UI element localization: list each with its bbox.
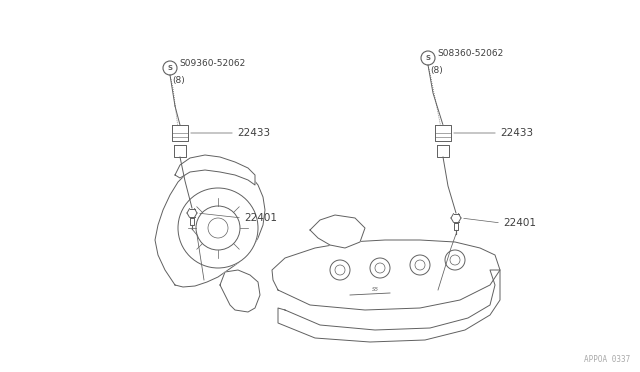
Polygon shape [172, 125, 188, 141]
Circle shape [445, 250, 465, 270]
Circle shape [410, 255, 430, 275]
Text: (8): (8) [172, 76, 185, 84]
Polygon shape [272, 240, 500, 310]
Polygon shape [437, 145, 449, 157]
Text: S09360-52062: S09360-52062 [179, 60, 245, 68]
Text: 22433: 22433 [237, 128, 270, 138]
Circle shape [178, 188, 258, 268]
Circle shape [330, 260, 350, 280]
Text: S08360-52062: S08360-52062 [437, 49, 503, 58]
Text: (8): (8) [430, 65, 443, 74]
Polygon shape [220, 270, 260, 312]
Text: 22401: 22401 [244, 213, 277, 223]
Polygon shape [278, 270, 500, 342]
Text: S: S [168, 65, 173, 71]
Polygon shape [310, 215, 365, 248]
Text: 22401: 22401 [503, 218, 536, 228]
Polygon shape [155, 162, 265, 287]
Text: APPOA 0337: APPOA 0337 [584, 355, 630, 364]
Polygon shape [435, 125, 451, 141]
Text: S5: S5 [371, 287, 378, 292]
Circle shape [370, 258, 390, 278]
Polygon shape [175, 155, 255, 185]
Text: S: S [426, 55, 431, 61]
Polygon shape [174, 145, 186, 157]
Text: 22433: 22433 [500, 128, 533, 138]
